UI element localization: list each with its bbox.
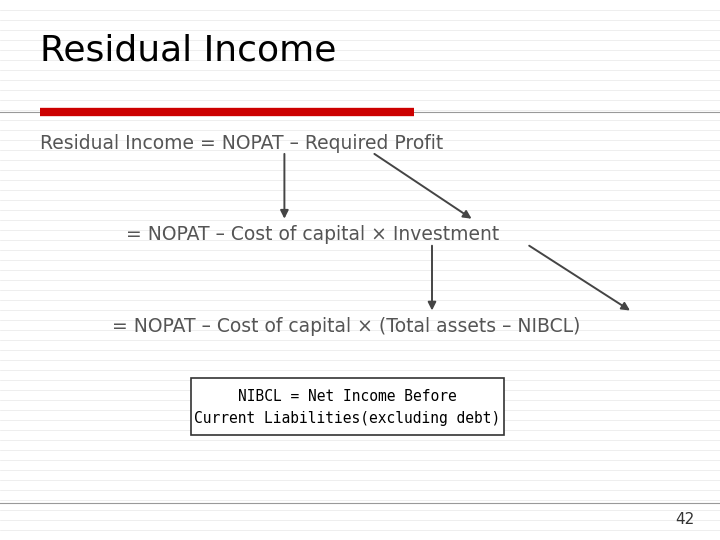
Text: = NOPAT – Cost of capital × (Total assets – NIBCL): = NOPAT – Cost of capital × (Total asset… xyxy=(112,317,580,336)
Text: 42: 42 xyxy=(675,511,695,526)
Text: Residual Income = NOPAT – Required Profit: Residual Income = NOPAT – Required Profi… xyxy=(40,133,443,153)
Text: Current Liabilities(excluding debt): Current Liabilities(excluding debt) xyxy=(194,411,500,426)
Text: Residual Income: Residual Income xyxy=(40,33,336,68)
Text: NIBCL = Net Income Before: NIBCL = Net Income Before xyxy=(238,389,456,403)
Bar xyxy=(191,378,504,435)
Text: = NOPAT – Cost of capital × Investment: = NOPAT – Cost of capital × Investment xyxy=(126,225,499,245)
